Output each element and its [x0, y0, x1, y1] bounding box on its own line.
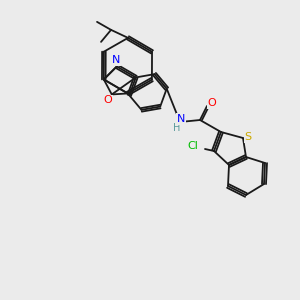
Text: Cl: Cl	[188, 141, 198, 151]
Text: O: O	[103, 95, 112, 105]
Text: H: H	[173, 123, 181, 133]
Text: N: N	[177, 114, 185, 124]
Text: O: O	[208, 98, 216, 108]
Text: N: N	[112, 56, 120, 65]
Text: S: S	[244, 132, 252, 142]
